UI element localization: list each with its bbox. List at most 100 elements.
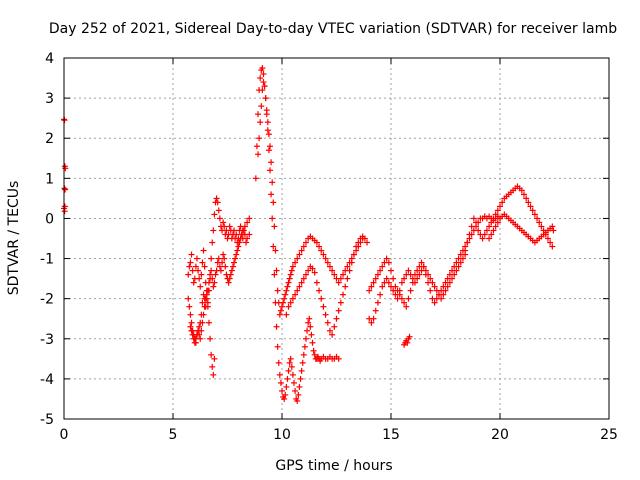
data-point	[348, 259, 355, 266]
data-point	[462, 247, 469, 254]
data-point	[246, 231, 253, 238]
data-point	[449, 275, 456, 282]
data-point	[346, 267, 353, 274]
data-point	[320, 251, 327, 258]
data-point	[392, 283, 399, 290]
data-point	[285, 367, 292, 374]
data-point	[396, 291, 403, 298]
y-tick-label: 0	[45, 211, 54, 227]
data-point	[263, 107, 270, 114]
data-point	[398, 295, 405, 302]
data-point	[527, 203, 534, 210]
x-tick-label: 20	[491, 427, 509, 443]
data-point	[401, 299, 408, 306]
data-point	[306, 315, 313, 322]
data-point	[368, 283, 375, 290]
data-point	[329, 267, 336, 274]
data-point	[340, 291, 347, 298]
data-point	[272, 247, 279, 254]
data-point	[294, 397, 301, 404]
plot-frame	[63, 57, 610, 420]
data-point	[292, 291, 299, 298]
data-point	[492, 223, 499, 230]
data-point	[276, 311, 283, 318]
data-point	[302, 271, 309, 278]
y-tick-label: -4	[40, 372, 54, 388]
data-point	[276, 371, 283, 378]
x-tick-labels: 0 5 10 15 20 25	[60, 427, 618, 443]
data-point	[296, 383, 303, 390]
data-point	[203, 287, 210, 294]
data-point	[468, 223, 475, 230]
data-point	[427, 287, 434, 294]
data-point	[379, 283, 386, 290]
data-point	[255, 151, 262, 158]
data-point	[490, 227, 497, 234]
data-point	[547, 239, 554, 246]
data-point	[237, 235, 244, 242]
data-point	[198, 327, 205, 334]
data-point	[282, 291, 289, 298]
data-point	[322, 311, 329, 318]
data-point	[385, 259, 392, 266]
data-point	[298, 247, 305, 254]
data-point	[267, 167, 274, 174]
y-tick-label: -5	[40, 412, 54, 428]
data-point	[431, 283, 438, 290]
data-point	[536, 219, 543, 226]
data-point	[209, 239, 216, 246]
data-point	[466, 231, 473, 238]
data-point	[289, 371, 296, 378]
data-point	[287, 271, 294, 278]
data-point	[225, 279, 232, 286]
data-point	[204, 303, 211, 310]
data-point	[534, 215, 541, 222]
data-point	[322, 255, 329, 262]
data-point	[550, 227, 557, 234]
data-point	[406, 333, 413, 340]
data-point	[62, 186, 69, 193]
data-point	[353, 243, 360, 250]
data-point	[285, 303, 292, 310]
data-point	[446, 279, 453, 286]
data-point	[186, 303, 193, 310]
data-point	[219, 259, 226, 266]
data-point	[305, 319, 312, 326]
data-point	[222, 263, 229, 270]
data-point	[215, 207, 222, 214]
data-point	[318, 247, 325, 254]
data-point	[308, 331, 315, 338]
data-point	[409, 279, 416, 286]
data-point	[304, 327, 311, 334]
axis-ticks	[63, 57, 610, 420]
data-point	[453, 267, 460, 274]
data-point	[337, 275, 344, 282]
data-point	[273, 267, 280, 274]
data-point	[295, 391, 302, 398]
data-point	[405, 267, 412, 274]
data-point	[201, 263, 208, 270]
data-point	[438, 295, 445, 302]
data-point	[309, 265, 316, 272]
data-point	[209, 275, 216, 282]
data-point	[531, 211, 538, 218]
data-point	[529, 207, 536, 214]
data-point	[379, 263, 386, 270]
data-point	[283, 383, 290, 390]
data-point	[205, 279, 212, 286]
data-point	[302, 239, 309, 246]
data-point	[331, 271, 338, 278]
data-point	[538, 223, 545, 230]
y-tick-label: 2	[45, 131, 54, 147]
data-point	[307, 323, 314, 330]
data-point	[229, 263, 236, 270]
data-point	[299, 359, 306, 366]
data-point	[316, 287, 323, 294]
data-point	[420, 263, 427, 270]
data-point	[262, 95, 269, 102]
data-point	[216, 215, 223, 222]
data-point	[488, 219, 495, 226]
data-point	[403, 303, 410, 310]
data-point	[494, 219, 501, 226]
data-point	[220, 251, 227, 258]
